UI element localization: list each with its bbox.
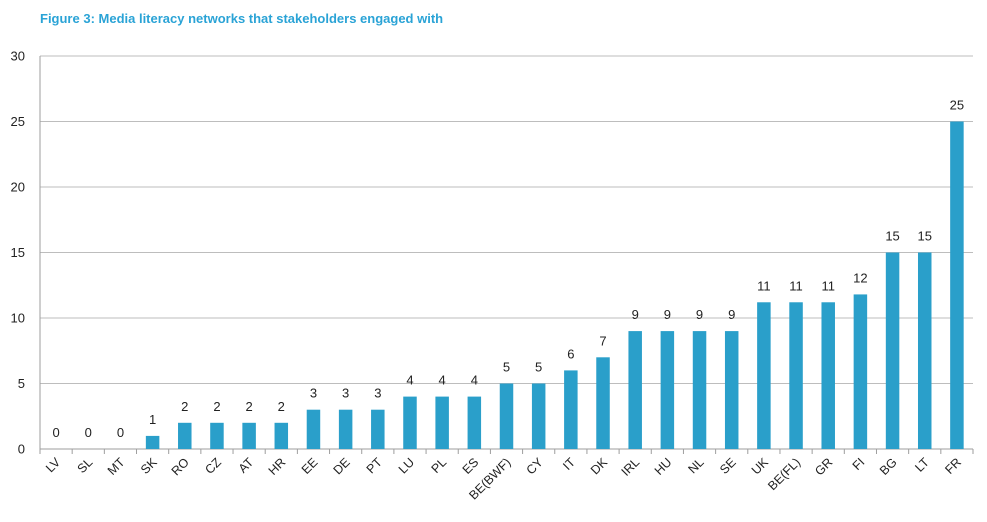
x-tick-label: FI	[850, 455, 868, 473]
data-label: 25	[950, 98, 964, 113]
x-tick-label: CZ	[202, 455, 224, 477]
data-label: 15	[885, 229, 899, 244]
x-tick-label: LU	[396, 455, 417, 476]
data-label: 6	[567, 346, 574, 361]
data-label: 2	[278, 399, 285, 414]
data-label: 5	[535, 360, 542, 375]
data-label: 4	[439, 373, 446, 388]
y-tick-label: 0	[18, 442, 25, 457]
bar-it	[564, 370, 578, 449]
x-tick-label: FR	[942, 455, 964, 477]
bar-lt	[917, 252, 932, 449]
data-label: 9	[664, 307, 671, 322]
bar-fr	[950, 121, 964, 449]
bar-lu	[403, 396, 417, 449]
x-tick-label: MT	[105, 455, 128, 478]
x-tick-label: DE	[331, 455, 353, 477]
bar-nl	[692, 331, 707, 449]
bar-gr	[821, 302, 835, 449]
data-label: 0	[52, 425, 59, 440]
bar-dk	[596, 357, 610, 449]
x-tick-label: SK	[138, 455, 160, 477]
data-label: 2	[181, 399, 188, 414]
x-tick-label: PT	[364, 455, 385, 476]
y-tick-label: 5	[18, 376, 25, 391]
bar-se	[724, 331, 739, 449]
x-tick-label: EE	[299, 455, 321, 477]
x-tick-label: IRL	[619, 455, 643, 479]
data-label: 12	[853, 270, 867, 285]
bar-fi	[853, 294, 868, 449]
x-tick-label: BG	[877, 455, 900, 478]
bar-bg	[885, 252, 900, 449]
data-label: 11	[821, 278, 835, 293]
bar-cy	[531, 383, 546, 449]
x-tick-label: LT	[912, 455, 932, 475]
x-tick-label: DK	[588, 455, 611, 478]
x-tick-label: PL	[429, 455, 450, 476]
data-label: 5	[503, 360, 510, 375]
y-tick-label: 10	[11, 311, 25, 326]
data-label: 7	[599, 333, 606, 348]
x-tick-label: HR	[266, 455, 289, 478]
x-tick-label: IT	[560, 455, 578, 473]
data-label: 15	[918, 229, 932, 244]
bar-uk	[757, 302, 771, 449]
y-tick-label: 20	[11, 180, 25, 195]
x-tick-label: HU	[652, 455, 675, 478]
bar-be-fl-	[789, 302, 803, 449]
data-label: 9	[696, 307, 703, 322]
bar-pl	[435, 396, 449, 449]
bar-at	[242, 422, 256, 449]
x-tick-label: BE(FL)	[765, 455, 803, 493]
data-label: 2	[213, 399, 220, 414]
data-label: 0	[117, 425, 124, 440]
x-tick-label: SE	[717, 455, 739, 477]
data-label: 3	[374, 386, 381, 401]
bar-cz	[210, 422, 224, 449]
bar-be-bwf-	[499, 383, 514, 449]
x-tick-label: CY	[524, 455, 547, 478]
chart-title: Figure 3: Media literacy networks that s…	[40, 11, 444, 26]
x-tick-label: UK	[749, 455, 772, 478]
data-label: 1	[149, 412, 156, 427]
bar-hr	[274, 422, 289, 449]
y-tick-label: 25	[11, 114, 25, 129]
data-label: 4	[406, 373, 413, 388]
bar-irl	[628, 331, 642, 449]
data-label: 11	[757, 278, 771, 293]
x-tick-label: SL	[75, 455, 96, 476]
data-label: 3	[342, 386, 349, 401]
data-label: 0	[85, 425, 92, 440]
bars	[145, 121, 964, 449]
data-label: 11	[789, 278, 803, 293]
data-label: 9	[632, 307, 639, 322]
y-tick-label: 15	[11, 245, 25, 260]
bar-ro	[178, 422, 192, 449]
x-tick-label: GR	[812, 455, 835, 478]
x-tick-label: ES	[460, 455, 482, 477]
bar-pt	[371, 409, 385, 449]
bar-hu	[660, 331, 675, 449]
data-label: 9	[728, 307, 735, 322]
x-tick-label: AT	[236, 455, 257, 476]
bar-es	[467, 396, 482, 449]
x-tick-label: RO	[169, 455, 192, 478]
data-label: 3	[310, 386, 317, 401]
y-tick-label: 30	[11, 49, 25, 64]
bar-de	[338, 409, 353, 449]
bar-ee	[306, 409, 321, 449]
data-label: 4	[471, 373, 478, 388]
bar-sk	[145, 435, 160, 449]
x-tick-label: NL	[685, 455, 706, 476]
x-tick-label: LV	[43, 455, 64, 476]
data-label: 2	[246, 399, 253, 414]
